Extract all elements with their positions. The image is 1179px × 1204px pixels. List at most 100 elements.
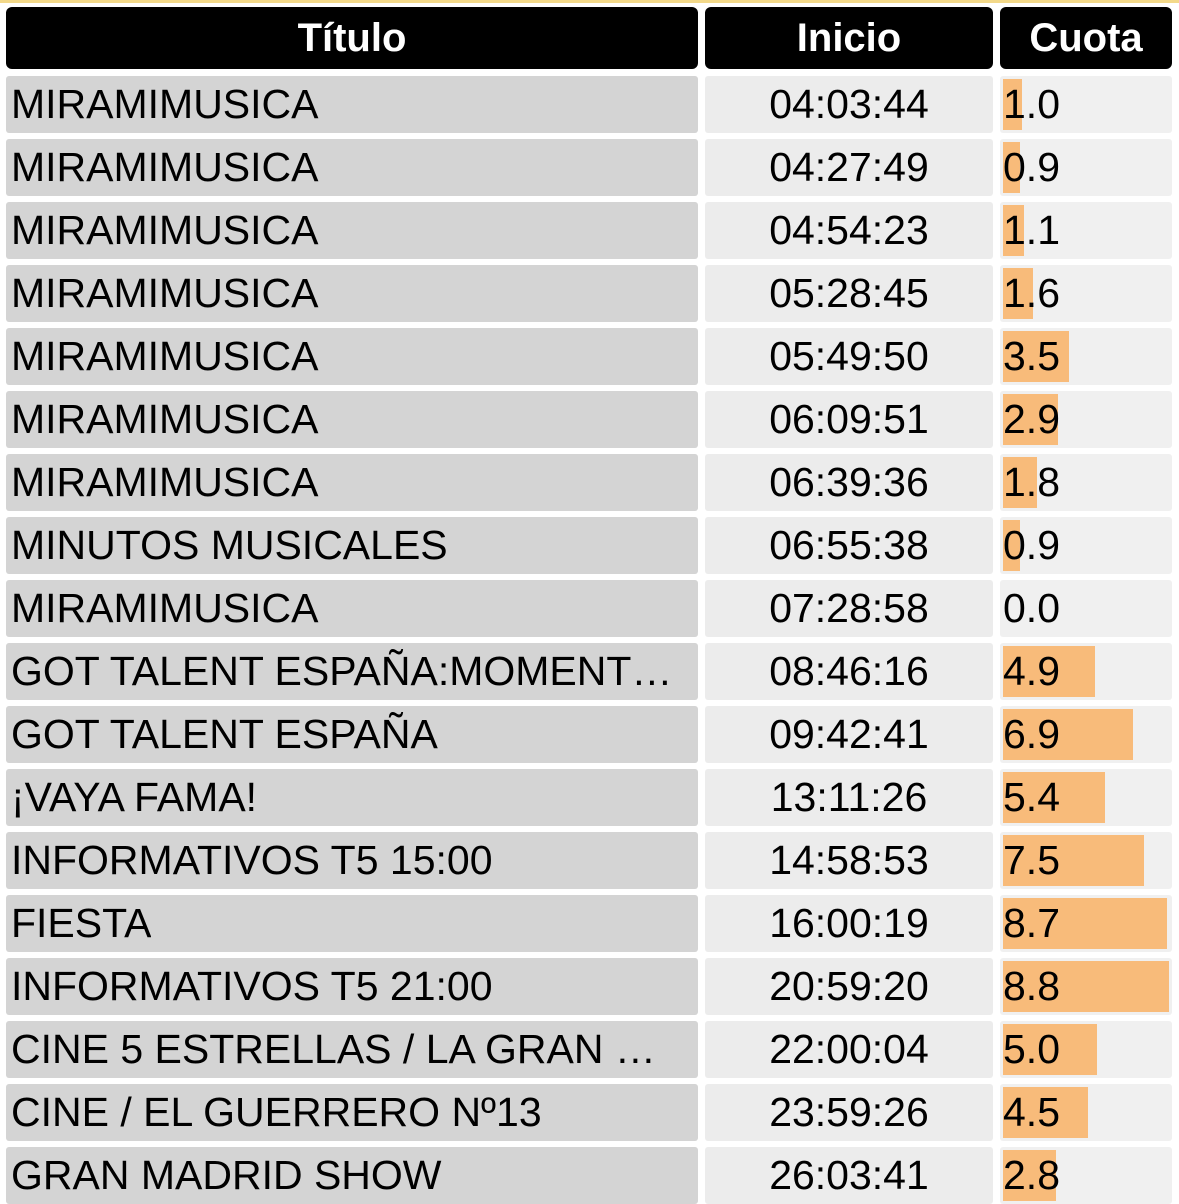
row-start-time: 06:09:51	[705, 391, 993, 448]
share-bar	[1003, 961, 1169, 1012]
row-share-cell: 8.8	[1000, 958, 1172, 1015]
row-start-time: 22:00:04	[705, 1021, 993, 1078]
row-share-cell: 7.5	[1000, 832, 1172, 889]
share-bar	[1003, 205, 1024, 256]
row-share-cell: 6.9	[1000, 706, 1172, 763]
share-value-label: 5.0	[1003, 1026, 1060, 1072]
share-bar	[1003, 394, 1058, 445]
row-start-time: 05:49:50	[705, 328, 993, 385]
row-title-cell: GOT TALENT ESPAÑA	[6, 706, 698, 763]
row-start-time: 04:54:23	[705, 202, 993, 259]
row-share-cell: 3.5	[1000, 328, 1172, 385]
row-share-cell: 8.7	[1000, 895, 1172, 952]
row-title-cell: CINE 5 ESTRELLAS / LA GRAN …	[6, 1021, 698, 1078]
row-start-time: 16:00:19	[705, 895, 993, 952]
header-title[interactable]: Título	[6, 7, 698, 69]
row-title: MIRAMIMUSICA	[11, 459, 319, 505]
row-share-cell: 0.9	[1000, 517, 1172, 574]
row-title: MINUTOS MUSICALES	[11, 522, 448, 568]
share-value-label: 3.5	[1003, 333, 1060, 379]
header-start[interactable]: Inicio	[705, 7, 993, 69]
row-start-time: 23:59:26	[705, 1084, 993, 1141]
row-start-time: 08:46:16	[705, 643, 993, 700]
row-start-time: 04:03:44	[705, 76, 993, 133]
row-title: FIESTA	[11, 900, 152, 946]
row-start-time: 14:58:53	[705, 832, 993, 889]
share-bar	[1003, 646, 1095, 697]
row-start-time: 06:55:38	[705, 517, 993, 574]
share-value-label: 0.9	[1003, 522, 1060, 568]
share-bar	[1003, 1087, 1088, 1138]
share-value-label: 1.0	[1003, 81, 1060, 127]
row-start-time: 09:42:41	[705, 706, 993, 763]
row-title: INFORMATIVOS T5 15:00	[11, 837, 493, 883]
share-bar	[1003, 1024, 1097, 1075]
row-title: MIRAMIMUSICA	[11, 585, 319, 631]
row-title-cell: MIRAMIMUSICA	[6, 391, 698, 448]
row-title: GRAN MADRID SHOW	[11, 1152, 442, 1198]
row-share-cell: 0.9	[1000, 139, 1172, 196]
row-title: MIRAMIMUSICA	[11, 81, 319, 127]
row-start-time: 06:39:36	[705, 454, 993, 511]
share-bar	[1003, 1150, 1056, 1201]
share-bar	[1003, 898, 1167, 949]
header-share[interactable]: Cuota	[1000, 7, 1172, 69]
row-share-cell: 1.8	[1000, 454, 1172, 511]
row-share-cell: 2.8	[1000, 1147, 1172, 1204]
share-bar	[1003, 331, 1069, 382]
row-title: MIRAMIMUSICA	[11, 396, 319, 442]
row-title-cell: MIRAMIMUSICA	[6, 202, 698, 259]
row-title: GOT TALENT ESPAÑA:MOMENT…	[11, 648, 673, 694]
share-value-label: 0.0	[1003, 585, 1060, 631]
share-value-label: 8.8	[1003, 963, 1060, 1009]
share-value-label: 6.9	[1003, 711, 1060, 757]
row-title: ¡VAYA FAMA!	[11, 774, 258, 820]
row-title: INFORMATIVOS T5 21:00	[11, 963, 493, 1009]
share-bar	[1003, 772, 1105, 823]
share-value-label: 5.4	[1003, 774, 1060, 820]
row-title: CINE 5 ESTRELLAS / LA GRAN …	[11, 1026, 656, 1072]
row-title-cell: MIRAMIMUSICA	[6, 580, 698, 637]
row-start-time: 07:28:58	[705, 580, 993, 637]
row-share-cell: 1.0	[1000, 76, 1172, 133]
row-start-time: 05:28:45	[705, 265, 993, 322]
share-value-label: 1.1	[1003, 207, 1060, 253]
row-title-cell: GRAN MADRID SHOW	[6, 1147, 698, 1204]
row-title-cell: MINUTOS MUSICALES	[6, 517, 698, 574]
row-share-cell: 1.1	[1000, 202, 1172, 259]
row-start-time: 04:27:49	[705, 139, 993, 196]
share-bar	[1003, 268, 1033, 319]
row-title-cell: INFORMATIVOS T5 21:00	[6, 958, 698, 1015]
row-title: MIRAMIMUSICA	[11, 144, 319, 190]
row-title: MIRAMIMUSICA	[11, 270, 319, 316]
row-share-cell: 4.9	[1000, 643, 1172, 700]
row-start-time: 13:11:26	[705, 769, 993, 826]
row-title-cell: MIRAMIMUSICA	[6, 328, 698, 385]
row-title-cell: ¡VAYA FAMA!	[6, 769, 698, 826]
row-title-cell: MIRAMIMUSICA	[6, 454, 698, 511]
row-title-cell: MIRAMIMUSICA	[6, 265, 698, 322]
row-title-cell: MIRAMIMUSICA	[6, 139, 698, 196]
row-share-cell: 2.9	[1000, 391, 1172, 448]
row-share-cell: 1.6	[1000, 265, 1172, 322]
row-share-cell: 5.0	[1000, 1021, 1172, 1078]
share-value-label: 4.5	[1003, 1089, 1060, 1135]
share-value-label: 7.5	[1003, 837, 1060, 883]
share-bar	[1003, 835, 1144, 886]
row-start-time: 20:59:20	[705, 958, 993, 1015]
row-title-cell: GOT TALENT ESPAÑA:MOMENT…	[6, 643, 698, 700]
share-value-label: 8.7	[1003, 900, 1060, 946]
share-value-label: 2.8	[1003, 1152, 1060, 1198]
share-bar	[1003, 709, 1133, 760]
share-bar	[1003, 79, 1022, 130]
row-share-cell: 4.5	[1000, 1084, 1172, 1141]
row-title-cell: INFORMATIVOS T5 15:00	[6, 832, 698, 889]
share-bar	[1003, 520, 1020, 571]
row-title: CINE / EL GUERRERO Nº13	[11, 1089, 542, 1135]
share-value-label: 0.9	[1003, 144, 1060, 190]
row-share-cell: 0.0	[1000, 580, 1172, 637]
share-bar	[1003, 457, 1037, 508]
row-title: MIRAMIMUSICA	[11, 333, 319, 379]
row-share-cell: 5.4	[1000, 769, 1172, 826]
row-title: GOT TALENT ESPAÑA	[11, 711, 438, 757]
